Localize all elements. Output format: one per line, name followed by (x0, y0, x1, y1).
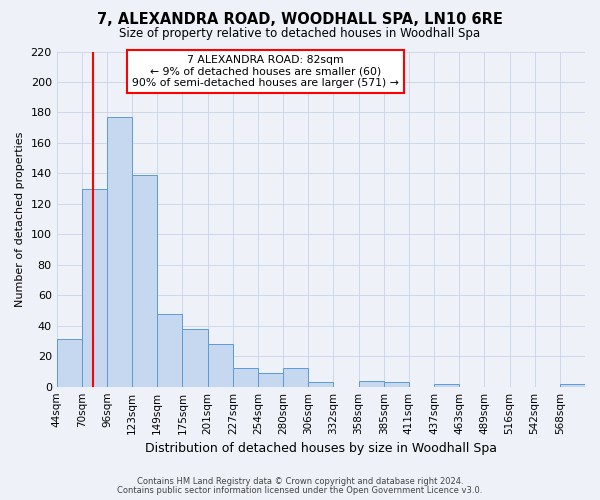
Bar (560, 384, 585, 386)
Bar (157, 314, 182, 386)
X-axis label: Distribution of detached houses by size in Woodhall Spa: Distribution of detached houses by size … (145, 442, 497, 455)
Bar (82, 188, 107, 386)
Text: Contains public sector information licensed under the Open Government Licence v3: Contains public sector information licen… (118, 486, 482, 495)
Text: Size of property relative to detached houses in Woodhall Spa: Size of property relative to detached ho… (119, 28, 481, 40)
Text: Contains HM Land Registry data © Crown copyright and database right 2024.: Contains HM Land Registry data © Crown c… (137, 477, 463, 486)
Bar (208, 344, 233, 387)
Bar (258, 373, 283, 386)
Bar (132, 175, 157, 386)
Bar (107, 117, 132, 386)
Bar (233, 368, 258, 386)
Bar (56, 340, 82, 386)
Bar (384, 382, 409, 386)
Bar (359, 380, 384, 386)
Bar (434, 384, 459, 386)
Bar (308, 382, 334, 386)
Y-axis label: Number of detached properties: Number of detached properties (15, 132, 25, 307)
Text: 7, ALEXANDRA ROAD, WOODHALL SPA, LN10 6RE: 7, ALEXANDRA ROAD, WOODHALL SPA, LN10 6R… (97, 12, 503, 28)
Text: 7 ALEXANDRA ROAD: 82sqm
← 9% of detached houses are smaller (60)
90% of semi-det: 7 ALEXANDRA ROAD: 82sqm ← 9% of detached… (132, 54, 399, 88)
Bar (182, 329, 208, 386)
Bar (283, 368, 308, 386)
